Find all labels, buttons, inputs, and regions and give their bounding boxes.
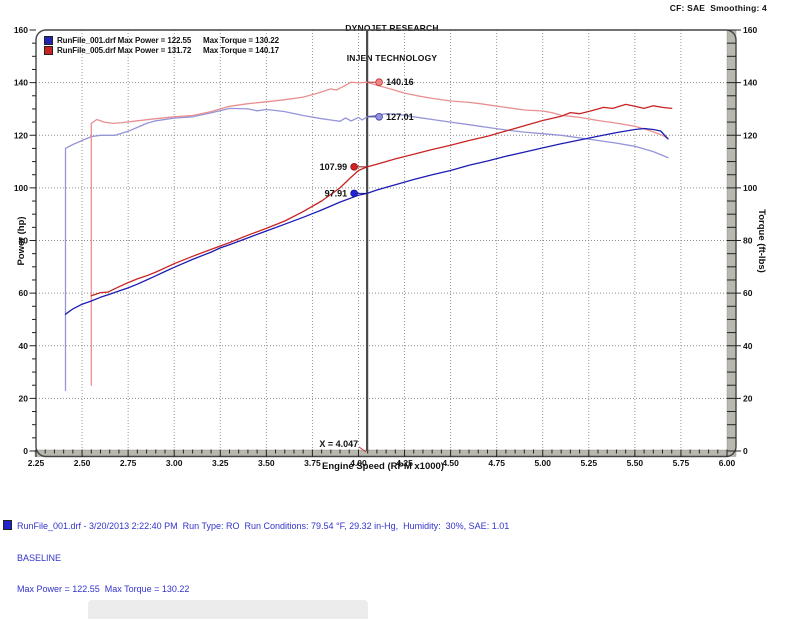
svg-text:60: 60: [743, 288, 753, 298]
y-axis-title-torque: Torque (ft-lbs): [756, 209, 767, 273]
run1-color-swatch: [3, 520, 12, 530]
svg-text:120: 120: [743, 130, 757, 140]
readout-label-1: 127.01: [386, 112, 414, 122]
svg-text:160: 160: [14, 25, 28, 35]
cursor-pointer-line: [358, 446, 367, 453]
svg-text:100: 100: [14, 183, 28, 193]
series-curve-2: [64, 127, 669, 315]
svg-text:4.75: 4.75: [488, 458, 505, 468]
run1-conditions-text: RunFile_001.drf - 3/20/2013 2:22:40 PM R…: [17, 521, 510, 531]
readout-dot-1: [375, 113, 383, 121]
svg-text:5.25: 5.25: [581, 458, 598, 468]
svg-text:100: 100: [743, 183, 757, 193]
svg-text:6.00: 6.00: [719, 458, 736, 468]
run1-name: BASELINE: [17, 552, 62, 563]
svg-text:160: 160: [743, 25, 757, 35]
run-info-block: RunFile_001.drf - 3/20/2013 2:22:40 PM R…: [3, 478, 793, 619]
grid: [36, 30, 727, 451]
x-axis-title: Engine Speed (RPM x1000): [322, 461, 444, 472]
svg-text:40: 40: [19, 341, 29, 351]
readout-label-2: 107.99: [320, 162, 348, 172]
legend-run1-file-power: RunFile_001.drf Max Power = 122.55: [57, 35, 192, 45]
header-company: DYNOJET RESEARCH: [345, 23, 439, 33]
svg-text:120: 120: [14, 130, 28, 140]
svg-text:4.25: 4.25: [396, 458, 413, 468]
svg-text:5.75: 5.75: [673, 458, 690, 468]
svg-text:5.50: 5.50: [627, 458, 644, 468]
series-curve-0: [64, 107, 669, 392]
readout-dot-0: [375, 78, 383, 87]
svg-text:20: 20: [743, 393, 753, 403]
svg-text:3.75: 3.75: [304, 458, 321, 468]
svg-text:2.50: 2.50: [74, 458, 91, 468]
legend-swatch-run2: [44, 45, 53, 55]
svg-text:0: 0: [23, 446, 28, 456]
svg-text:4.00: 4.00: [350, 458, 367, 468]
svg-text:0: 0: [743, 446, 748, 456]
svg-text:3.50: 3.50: [258, 458, 275, 468]
legend-run2-torque: Max Torque = 140.17: [203, 45, 279, 55]
legend-row-run2: RunFile_005.drf Max Power = 131.72 Max T…: [44, 45, 279, 55]
svg-text:2.75: 2.75: [120, 458, 137, 468]
svg-text:140: 140: [743, 78, 757, 88]
axis-tick-labels: 0 0 20 20 40 40 60 60 80 80 100 100 120 120 140 140 160 1…: [14, 25, 758, 468]
legend-run1-torque: Max Torque = 130.22: [203, 35, 279, 45]
svg-text:80: 80: [743, 236, 753, 246]
svg-text:4.50: 4.50: [442, 458, 459, 468]
readout-label-3: 97.91: [325, 188, 348, 198]
legend-row-run1: RunFile_001.drf Max Power = 122.55 Max T…: [44, 35, 279, 45]
cursor-readouts: 140.16 127.01 107.99 97.91: [320, 77, 414, 198]
svg-text:20: 20: [19, 393, 29, 403]
run1-max-values: Max Power = 122.55 Max Torque = 130.22: [17, 584, 190, 594]
legend-swatch-run1: [44, 35, 53, 45]
readout-dot-2: [350, 163, 358, 171]
run-info-entry-1: RunFile_001.drf - 3/20/2013 2:22:40 PM R…: [3, 499, 793, 616]
series-curve-3: [90, 103, 673, 297]
svg-text:2.25: 2.25: [28, 458, 45, 468]
svg-text:3.00: 3.00: [166, 458, 183, 468]
cursor-x-label: X = 4.047: [319, 439, 358, 449]
svg-text:140: 140: [14, 78, 28, 88]
readout-dot-3: [350, 189, 358, 198]
report-header: DYNOJET RESEARCH INJEN TECHNOLOGY: [345, 3, 438, 83]
correction-smoothing-label: CF: SAE Smoothing: 4: [669, 3, 767, 13]
svg-text:60: 60: [19, 288, 29, 298]
plot-border: [35, 29, 737, 458]
svg-text:40: 40: [743, 341, 753, 351]
dyno-chart-plot[interactable]: 0 0 20 20 40 40 60 60 80 80 100 100 120 120 140 140 160 1…: [0, 0, 800, 476]
svg-text:5.00: 5.00: [534, 458, 551, 468]
chart-legend: RunFile_001.drf Max Power = 122.55 Max T…: [44, 35, 279, 55]
x-axis-band: [34, 449, 737, 457]
series-curve-1: [90, 81, 669, 386]
header-customer: INJEN TECHNOLOGY: [346, 53, 438, 63]
svg-text:3.25: 3.25: [212, 458, 229, 468]
axis-ticks: [29, 29, 741, 457]
readout-label-0: 140.16: [386, 77, 414, 87]
run1-conditions-line: RunFile_001.drf - 3/20/2013 2:22:40 PM R…: [3, 520, 793, 532]
y-axis-title-power: Power (hp): [16, 216, 27, 266]
legend-run2-file-power: RunFile_005.drf Max Power = 131.72: [57, 45, 192, 55]
svg-text:80: 80: [19, 236, 29, 246]
bottom-watermark-bar: [88, 600, 368, 619]
